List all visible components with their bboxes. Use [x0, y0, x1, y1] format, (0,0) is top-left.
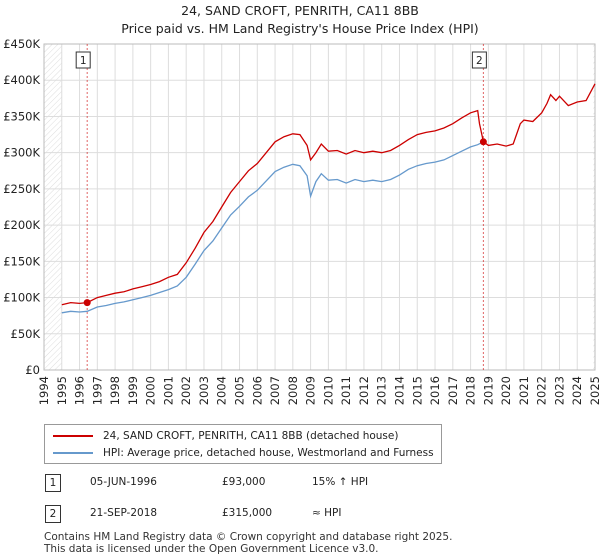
series-line-property — [61, 83, 596, 306]
x-tick-label: 1995 — [55, 376, 69, 405]
x-tick-label: 2015 — [410, 376, 424, 405]
transaction-hpi-change: 15% ↑ HPI — [312, 476, 369, 488]
x-tick-label: 2013 — [375, 376, 389, 405]
x-tick-label: 2016 — [428, 376, 442, 405]
transaction-row: 1 05-JUN-1996 £93,000 15% ↑ HPI — [0, 474, 600, 494]
transaction-price: £315,000 — [222, 507, 273, 519]
y-tick-label: £150K — [3, 254, 40, 268]
no-data-region-start — [44, 44, 62, 370]
x-tick-label: 1997 — [90, 376, 104, 405]
y-tick-label: £450K — [3, 37, 40, 51]
y-tick-label: £50K — [11, 327, 41, 341]
transaction-row: 2 21-SEP-2018 £315,000 ≈ HPI — [0, 505, 600, 525]
sale-label-box — [471, 51, 487, 69]
x-tick-label: 2012 — [357, 376, 371, 405]
x-tick-label: 2009 — [304, 376, 318, 405]
x-tick-label: 2021 — [517, 376, 531, 405]
x-tick-label: 2000 — [144, 376, 158, 405]
chart-title-address: 24, SAND CROFT, PENRITH, CA11 8BB — [181, 3, 419, 18]
x-tick-label: 1998 — [108, 376, 122, 405]
legend-swatch-hpi — [53, 452, 93, 454]
x-tick-label: 1999 — [126, 376, 140, 405]
transaction-number: 2 — [45, 505, 61, 523]
x-tick-label: 2006 — [250, 376, 264, 405]
x-tick-label: 2003 — [197, 376, 211, 405]
x-tick-label: 2014 — [392, 376, 406, 405]
sale-label-box — [75, 51, 91, 69]
sale-point — [479, 138, 487, 146]
y-tick-label: £300K — [3, 146, 40, 160]
sale-label-number: 2 — [476, 55, 483, 67]
x-tick-label: 2010 — [321, 376, 335, 405]
x-tick-label: 2005 — [233, 376, 247, 405]
footer-copyright: Contains HM Land Registry data © Crown c… — [44, 531, 453, 543]
footer-licence: This data is licensed under the Open Gov… — [44, 543, 379, 555]
sale-point — [83, 299, 91, 307]
legend-label-hpi: HPI: Average price, detached house, West… — [103, 447, 434, 459]
y-tick-label: £0 — [25, 363, 40, 377]
x-tick-label: 2004 — [215, 376, 229, 405]
x-tick-label: 1994 — [37, 376, 51, 405]
legend-label-property: 24, SAND CROFT, PENRITH, CA11 8BB (detac… — [103, 430, 399, 442]
chart-legend: 24, SAND CROFT, PENRITH, CA11 8BB (detac… — [44, 424, 442, 464]
x-tick-label: 2011 — [339, 376, 353, 405]
transaction-date: 05-JUN-1996 — [90, 476, 157, 488]
x-tick-label: 2020 — [499, 376, 513, 405]
x-tick-label: 2019 — [481, 376, 495, 405]
transaction-number: 1 — [45, 474, 61, 492]
legend-swatch-property — [53, 435, 93, 437]
x-tick-label: 2017 — [446, 376, 460, 405]
x-tick-label: 2018 — [464, 376, 478, 405]
x-tick-label: 2008 — [286, 376, 300, 405]
x-tick-label: 1996 — [73, 376, 87, 405]
price-chart: £0 £50K £100K £150K £200K £250K £300K £350K £400… — [3, 37, 600, 405]
y-tick-label: £350K — [3, 109, 40, 123]
transaction-date: 21-SEP-2018 — [90, 507, 158, 519]
x-tick-label: 2001 — [161, 376, 175, 405]
x-tick-label: 2007 — [268, 376, 282, 405]
y-tick-label: £250K — [3, 182, 40, 196]
transaction-price: £93,000 — [222, 476, 266, 488]
chart-subtitle: Price paid vs. HM Land Registry's House … — [121, 21, 479, 36]
sale-label-number: 1 — [80, 55, 87, 67]
plot-frame — [43, 43, 596, 371]
y-tick-label: £200K — [3, 218, 40, 232]
x-tick-label: 2024 — [570, 376, 584, 405]
x-tick-label: 2025 — [588, 376, 600, 405]
transaction-hpi-change: ≈ HPI — [312, 507, 342, 519]
x-tick-label: 2022 — [535, 376, 549, 405]
series-line-hpi — [61, 141, 484, 314]
x-tick-label: 2023 — [552, 376, 566, 405]
y-tick-label: £400K — [3, 73, 40, 87]
no-data-region-end — [593, 44, 595, 370]
y-tick-label: £100K — [3, 291, 40, 305]
x-tick-label: 2002 — [179, 376, 193, 405]
